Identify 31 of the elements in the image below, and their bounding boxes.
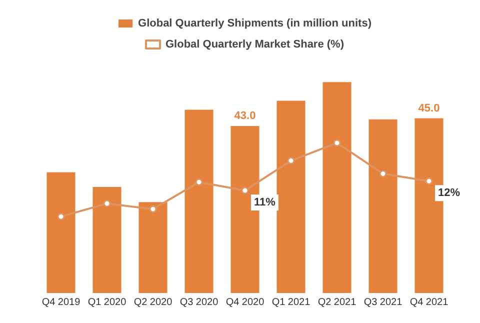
point	[241, 186, 249, 194]
x-tick-label: Q4 2019	[42, 296, 81, 308]
bar	[322, 82, 352, 293]
x-tick-label: Q3 2021	[364, 296, 403, 308]
legend-label: Global Quarterly Market Share (%)	[166, 38, 344, 51]
point	[195, 178, 203, 186]
bar	[184, 110, 214, 293]
data-label: 43.0	[234, 110, 256, 122]
x-tick-label: Q4 2021	[410, 296, 449, 308]
x-tick-label: Q1 2021	[272, 296, 311, 308]
bar	[138, 202, 168, 293]
point	[379, 170, 387, 178]
point	[103, 200, 111, 208]
bar	[368, 119, 398, 293]
x-tick-label: Q1 2020	[88, 296, 127, 308]
x-tick-label: Q3 2020	[180, 296, 219, 308]
point	[287, 156, 295, 164]
point	[57, 212, 65, 220]
x-tick-label: Q2 2021	[318, 296, 357, 308]
bar	[92, 186, 122, 293]
data-label: 45.0	[418, 102, 440, 114]
bar	[276, 100, 306, 293]
data-label: 11%	[254, 196, 276, 209]
x-tick-label: Q2 2020	[134, 296, 173, 308]
x-tick-label: Q4 2020	[226, 296, 265, 308]
data-label: 12%	[438, 187, 460, 200]
bar	[46, 172, 76, 293]
point	[425, 177, 433, 185]
legend-label: Global Quarterly Shipments (in million units)	[138, 18, 372, 30]
point	[149, 205, 157, 213]
point	[333, 139, 341, 147]
